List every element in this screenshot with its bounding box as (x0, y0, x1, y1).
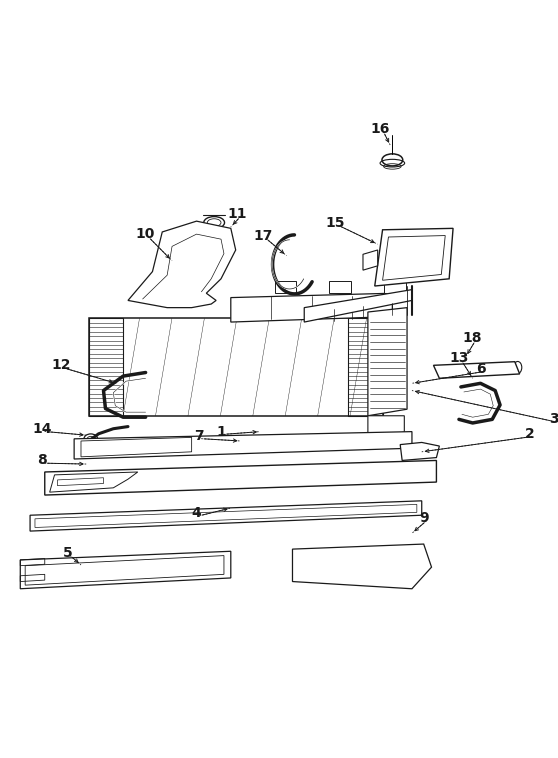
Text: 4: 4 (191, 506, 201, 520)
Polygon shape (384, 281, 406, 293)
Text: 2: 2 (525, 427, 535, 441)
Polygon shape (45, 460, 436, 495)
Text: 8: 8 (37, 453, 47, 468)
Polygon shape (30, 501, 422, 531)
Polygon shape (304, 290, 412, 322)
Text: 3: 3 (549, 412, 558, 426)
Text: 14: 14 (32, 421, 51, 436)
Polygon shape (74, 431, 412, 459)
Text: 18: 18 (463, 331, 483, 345)
Text: 10: 10 (136, 227, 155, 241)
Polygon shape (89, 318, 383, 415)
Polygon shape (363, 250, 378, 270)
Text: 1: 1 (216, 424, 226, 439)
Text: 9: 9 (419, 511, 429, 525)
Text: 7: 7 (194, 429, 203, 443)
Polygon shape (231, 293, 392, 322)
Text: 6: 6 (475, 362, 485, 376)
Polygon shape (292, 544, 431, 589)
Text: 15: 15 (326, 215, 345, 230)
Text: 13: 13 (449, 351, 469, 365)
Text: 12: 12 (52, 359, 71, 372)
Polygon shape (329, 281, 351, 293)
Polygon shape (400, 443, 439, 460)
Polygon shape (368, 415, 405, 437)
Text: 16: 16 (371, 122, 390, 136)
Text: 5: 5 (62, 546, 72, 559)
Polygon shape (128, 221, 235, 308)
Polygon shape (434, 362, 519, 378)
Polygon shape (50, 472, 138, 492)
Polygon shape (368, 308, 407, 415)
Text: 17: 17 (253, 229, 273, 243)
Polygon shape (275, 281, 296, 293)
Polygon shape (20, 551, 231, 589)
Polygon shape (375, 228, 453, 286)
Text: 11: 11 (228, 207, 247, 221)
